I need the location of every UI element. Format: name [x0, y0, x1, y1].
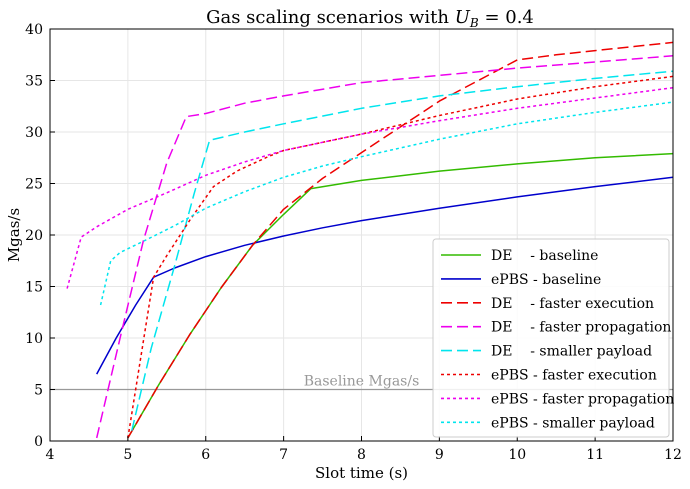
x-tick-label: 12	[664, 447, 682, 463]
x-tick-label: 4	[46, 447, 55, 463]
y-axis-title: Mgas/s	[5, 208, 23, 262]
chart-title-suffix: = 0.4	[479, 7, 534, 28]
chart-title-prefix: Gas scaling scenarios with	[206, 7, 455, 28]
y-tick-label: 40	[25, 22, 43, 38]
legend-entry-label: ePBS - smaller payload	[491, 415, 655, 431]
y-tick-label: 25	[25, 177, 43, 193]
legend-entry-label: ePBS - faster execution	[491, 368, 657, 384]
y-tick-label: 20	[25, 228, 43, 244]
x-tick-label: 11	[586, 447, 604, 463]
chart-title-sub: B	[469, 16, 479, 30]
legend-entry-label: DE - faster propagation	[491, 320, 671, 336]
y-tick-label: 0	[34, 434, 43, 450]
x-axis-title: Slot time (s)	[315, 464, 408, 482]
baseline-reference-label: Baseline Mgas/s	[304, 374, 420, 390]
y-tick-label: 35	[25, 74, 43, 90]
chart-title-var: U	[455, 7, 471, 28]
series-line-5	[131, 70, 674, 431]
legend-box	[432, 238, 670, 438]
series-line-8	[99, 101, 674, 306]
legend: DE - baseline ePBS - baseline DE - faster …	[432, 238, 674, 438]
series-line-1	[127, 152, 674, 439]
legend-entry-label: DE - faster execution	[491, 296, 654, 312]
series-line-6	[127, 75, 674, 439]
series-line-2	[96, 176, 674, 375]
legend-entry-label: ePBS - baseline	[491, 272, 601, 288]
x-tick-label: 6	[201, 447, 210, 463]
series-line-7	[66, 86, 674, 289]
axis-ticks: 4 5 6 7 8 9 10 11 12 0 5 10 15 20 25 30 35 40	[25, 22, 682, 463]
y-tick-label: 30	[25, 125, 43, 141]
series-line-4	[95, 55, 674, 439]
series-lines	[66, 41, 674, 439]
series-line-3	[127, 41, 674, 439]
y-tick-label: 15	[25, 280, 43, 296]
legend-entry-label: DE - smaller payload	[491, 344, 652, 360]
x-tick-label: 8	[357, 447, 366, 463]
legend-entry-label: ePBS - faster propagation	[491, 391, 674, 407]
x-tick-label: 9	[435, 447, 444, 463]
x-tick-label: 5	[123, 447, 132, 463]
chart-title: Gas scaling scenarios with UB = 0.4	[206, 7, 534, 30]
legend-entry-label: DE - baseline	[491, 248, 598, 264]
x-tick-label: 10	[508, 447, 526, 463]
y-tick-label: 5	[34, 383, 43, 399]
x-tick-label: 7	[279, 447, 288, 463]
y-tick-label: 10	[25, 331, 43, 347]
